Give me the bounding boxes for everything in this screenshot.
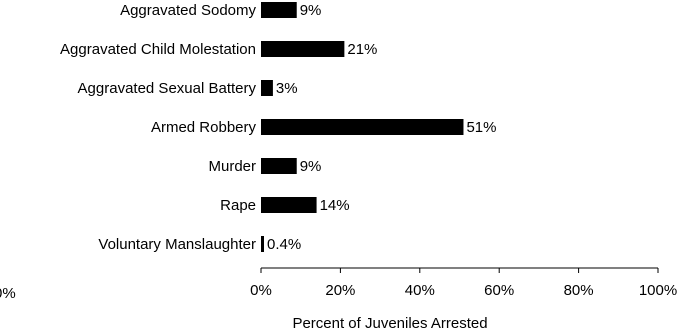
category-label: Aggravated Child Molestation [60,41,256,58]
bar-voluntary-manslaughter [261,236,264,252]
x-tick-label: 0% [250,282,272,299]
x-axis: 0% 20% 40% 60% 80% 100% [250,267,677,299]
x-tick-label: 60% [484,282,514,299]
x-tick-label: 80% [564,282,594,299]
value-label: 14% [320,197,350,214]
category-label: Rape [220,197,256,214]
category-label: Aggravated Sodomy [120,2,256,19]
category-label: Armed Robbery [151,119,257,136]
x-tick-label: 100% [639,282,677,299]
stray-tick-label: 0% [0,285,16,302]
category-label: Aggravated Sexual Battery [78,80,257,97]
value-label: 51% [466,119,496,136]
category-labels: Aggravated Sodomy Aggravated Child Molest… [60,2,256,253]
bars-layer [261,2,464,252]
value-labels: 9% 21% 3% 51% 9% 14% 0.4% [267,2,497,253]
x-tick-label: 20% [325,282,355,299]
bar-aggravated-sexual-battery [261,80,273,96]
value-label: 21% [347,41,377,58]
bar-aggravated-child-molestation [261,41,345,57]
value-label: 9% [300,2,322,19]
x-axis-title: Percent of Juveniles Arrested [292,315,487,332]
bar-aggravated-sodomy [261,2,297,18]
bar-rape [261,197,317,213]
value-label: 3% [276,80,298,97]
x-tick-label: 40% [405,282,435,299]
bar-armed-robbery [261,119,464,135]
category-label: Murder [208,158,256,175]
bar-murder [261,158,297,174]
value-label: 0.4% [267,236,301,253]
category-label: Voluntary Manslaughter [98,236,256,253]
value-label: 9% [300,158,322,175]
